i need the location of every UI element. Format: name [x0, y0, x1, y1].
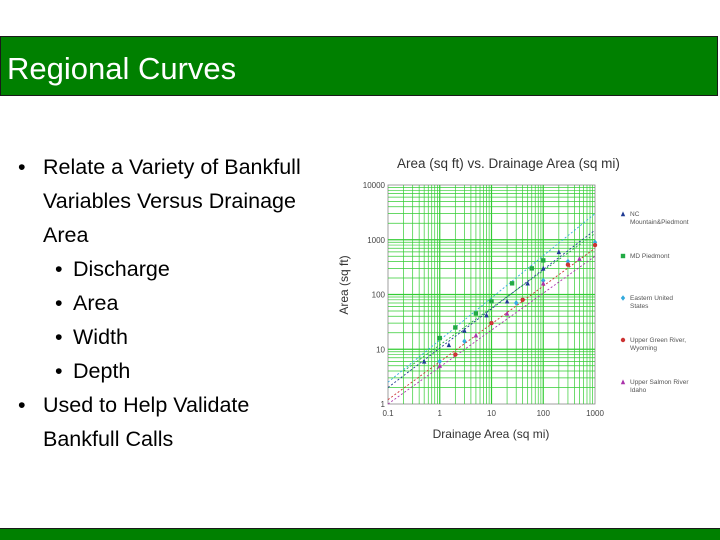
legend-label: MD Piedmont [630, 253, 670, 260]
bullet-item: • Depth [16, 354, 346, 388]
data-point [462, 338, 467, 345]
data-point [453, 325, 458, 330]
data-point [541, 258, 546, 263]
data-point [504, 298, 510, 304]
bullet-line: Used to Help Validate [43, 393, 250, 417]
data-point [620, 337, 626, 343]
bullet-dot: • [18, 393, 26, 417]
x-tick-label: 100 [537, 409, 551, 418]
legend-label: Mountain&Piedmont [630, 219, 689, 226]
bullet-dot: • [55, 291, 63, 315]
x-tick-label: 10 [487, 409, 496, 418]
data-point [437, 358, 442, 365]
bullet-dot: • [55, 325, 63, 349]
bullet-item: • Used to Help Validate Bankfull Calls [16, 388, 346, 456]
chart-title: Area (sq ft) vs. Drainage Area (sq mi) [397, 156, 620, 171]
y-tick-label: 1000 [367, 236, 385, 245]
bullet-line: Discharge [73, 257, 170, 281]
y-tick-label: 1 [381, 400, 386, 409]
legend-label: NC [630, 211, 640, 218]
data-point [473, 332, 479, 338]
bullet-line: Area [43, 223, 89, 247]
title-bar [0, 36, 718, 96]
y-tick-label: 10 [376, 345, 385, 354]
x-tick-label: 1 [438, 409, 443, 418]
bullet-item: • Discharge [16, 252, 346, 286]
data-point [577, 256, 582, 261]
bullet-item: • Relate a Variety of Bankfull Variables V… [16, 150, 346, 252]
data-point [489, 299, 494, 304]
legend-label: Wyoming [630, 345, 657, 352]
bullet-dot: • [55, 359, 63, 383]
data-point [620, 211, 626, 217]
bullet-item: • Width [16, 320, 346, 354]
legend-label: Upper Salmon River [630, 379, 689, 386]
bullet-item: • Area [16, 286, 346, 320]
data-point [489, 320, 494, 326]
legend-label: Eastern United [630, 295, 673, 302]
data-point [620, 295, 626, 301]
legend-label: States [630, 303, 649, 310]
data-point [620, 379, 626, 385]
trend-line [403, 233, 596, 372]
data-point [473, 311, 479, 316]
data-point [437, 335, 442, 341]
data-point [541, 277, 546, 284]
bullet-line: Relate a Variety of Bankfull [43, 155, 301, 179]
data-point [620, 253, 626, 259]
y-axis-label: Area (sq ft) [337, 255, 351, 314]
trend-line [387, 229, 596, 388]
data-point [437, 363, 442, 368]
bullet-dot: • [55, 257, 63, 281]
x-axis-label: Drainage Area (sq mi) [433, 427, 550, 441]
bullet-line: Bankfull Calls [43, 427, 174, 451]
y-tick-label: 100 [372, 291, 386, 300]
bullet-line: Area [73, 291, 119, 315]
data-point [509, 281, 515, 286]
data-point [541, 265, 546, 271]
data-point [421, 358, 427, 364]
regional-curve-chart: Area (sq ft) vs. Drainage Area (sq mi) Dr… [337, 156, 689, 441]
data-point [520, 297, 525, 303]
data-point [541, 280, 546, 286]
data-point [565, 262, 571, 267]
data-point [504, 310, 510, 316]
data-point [513, 300, 519, 306]
data-point [453, 352, 458, 357]
bullet-line: Depth [73, 359, 131, 383]
data-point [484, 312, 489, 318]
bullet-list: • Relate a Variety of Bankfull Variables V… [16, 150, 346, 456]
data-point [525, 280, 530, 286]
bullet-line: Width [73, 325, 128, 349]
data-point [556, 249, 562, 255]
bullet-line: Variables Versus Drainage [43, 189, 296, 213]
data-point [592, 239, 598, 246]
legend-label: Idaho [630, 387, 647, 394]
slide-title: Regional Curves [7, 51, 237, 86]
trend-line [387, 213, 596, 383]
bottom-bar [0, 528, 720, 540]
data-point [529, 266, 534, 271]
y-tick-label: 10000 [363, 181, 386, 190]
bullet-dot: • [18, 155, 26, 179]
legend-label: Upper Green River, [630, 337, 686, 344]
data-point [462, 327, 467, 333]
x-tick-label: 0.1 [382, 409, 394, 418]
data-point [446, 342, 452, 348]
data-point [592, 242, 598, 248]
x-tick-label: 1000 [586, 409, 604, 418]
